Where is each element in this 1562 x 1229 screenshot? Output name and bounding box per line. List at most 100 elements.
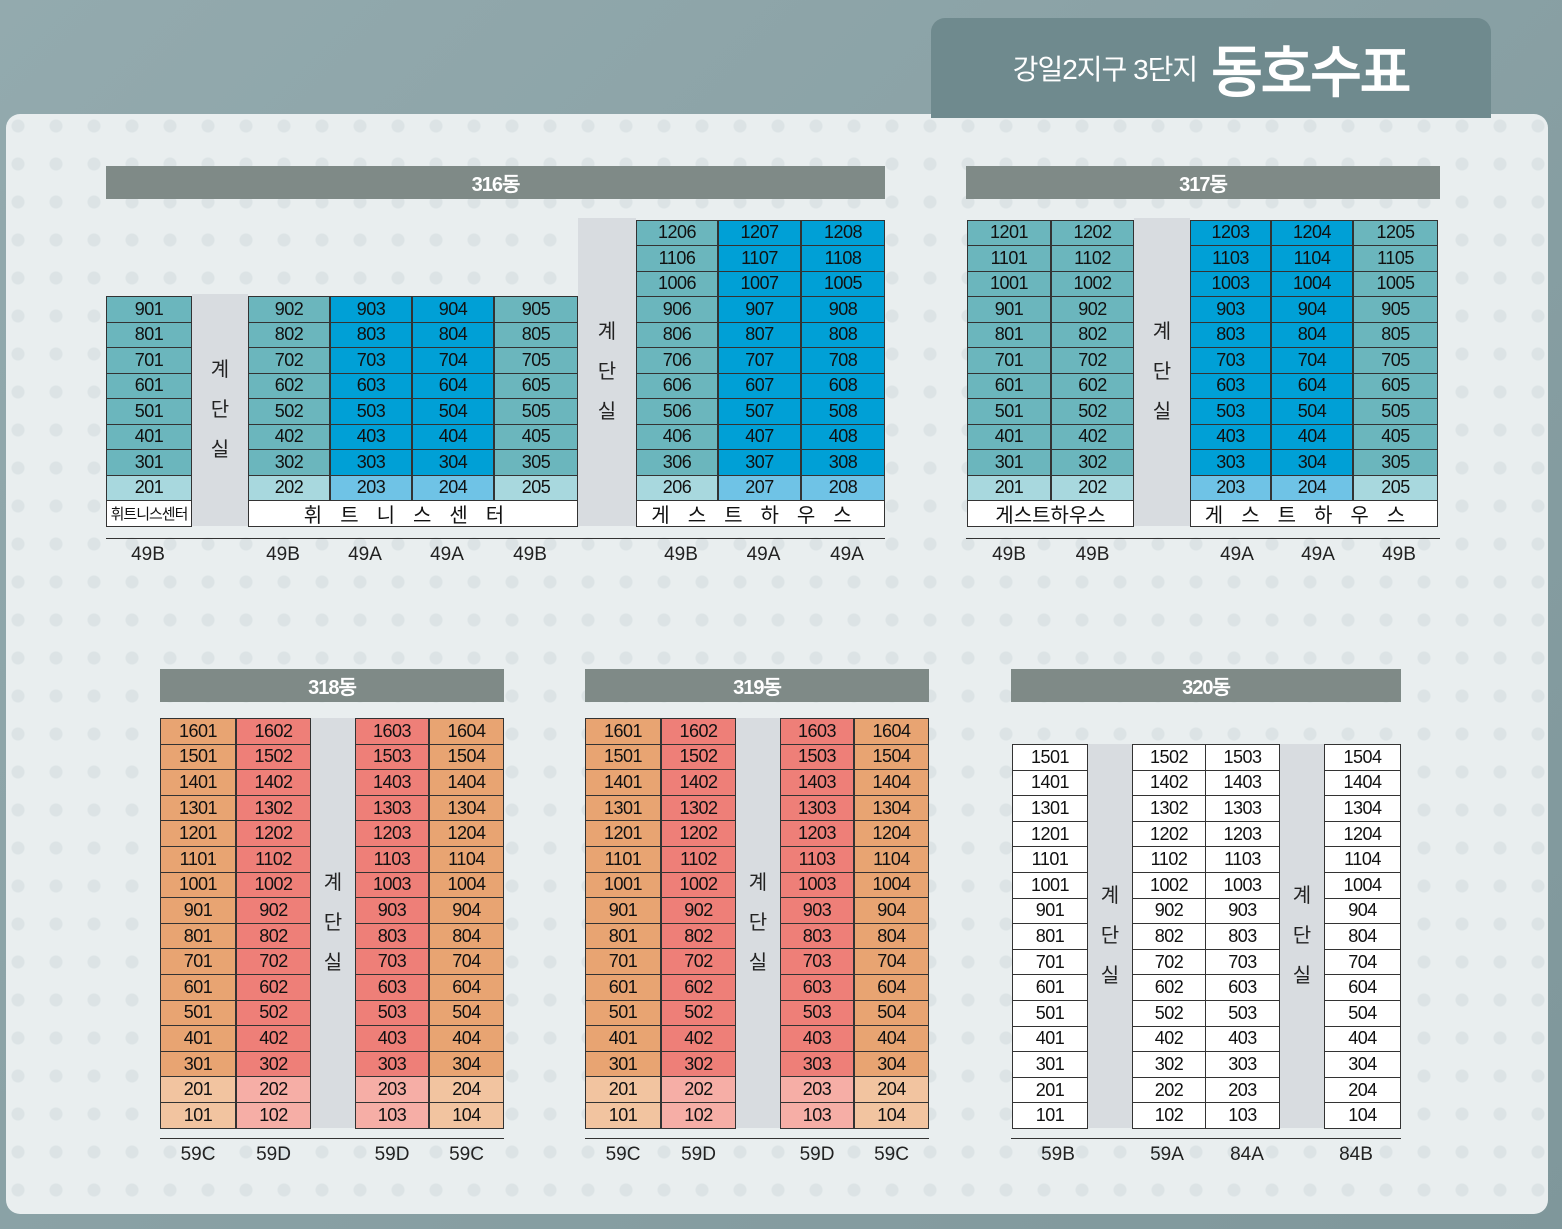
unit-cell: 1104	[1324, 846, 1401, 873]
unit-cell: 502	[248, 398, 330, 425]
unit-cell: 705	[1353, 347, 1438, 374]
unit-cell: 1401	[1012, 769, 1088, 797]
stairwell-label: 단	[748, 911, 768, 934]
unit-cell: 401	[967, 423, 1051, 450]
unit-cell: 902	[1132, 897, 1206, 925]
unit-cell: 1003	[1190, 270, 1271, 297]
unit-cell: 1402	[1132, 769, 1206, 797]
unit-cell: 1004	[1324, 872, 1401, 899]
unit-cell: 1203	[1205, 820, 1280, 848]
building-header: 320동	[1011, 669, 1401, 702]
unit-cell: 304	[854, 1050, 929, 1078]
unit-cell: 601	[1012, 974, 1088, 1001]
unit-cell: 901	[967, 296, 1051, 323]
building-header: 317동	[966, 166, 1440, 199]
unit-cell: 402	[1132, 1025, 1206, 1053]
unit-cell: 1204	[854, 820, 929, 847]
stairwell-label: 단	[323, 911, 343, 934]
unit-cell: 501	[1012, 1000, 1088, 1027]
unit-cell: 1601	[585, 718, 661, 745]
unit-cell: 602	[661, 974, 736, 1001]
building-header: 316동	[106, 166, 885, 199]
unit-type-label: 84B	[1339, 1144, 1373, 1165]
unit-cell: 203	[330, 474, 412, 501]
unit-type-label: 49A	[830, 544, 864, 565]
unit-cell: 403	[355, 1025, 429, 1052]
unit-cell: 104	[429, 1102, 504, 1129]
unit-cell: 1102	[1051, 245, 1134, 272]
unit-cell: 702	[248, 347, 330, 374]
unit-cell: 902	[1051, 296, 1134, 323]
unit-type-label: 49B	[1382, 544, 1416, 565]
unit-cell: 1201	[585, 820, 661, 847]
unit-cell: 405	[1353, 423, 1438, 450]
stairwell-label: 실	[323, 951, 343, 974]
facility-band: 게스트하우스	[1190, 500, 1438, 527]
unit-cell: 302	[1051, 449, 1134, 476]
unit-cell: 901	[1012, 897, 1088, 925]
unit-cell: 803	[1190, 321, 1271, 348]
unit-cell: 603	[780, 974, 854, 1001]
baseline	[585, 1138, 929, 1139]
unit-cell: 904	[1271, 296, 1353, 323]
unit-cell: 802	[661, 922, 736, 950]
unit-cell: 902	[236, 897, 311, 924]
unit-cell: 704	[854, 948, 929, 975]
unit-cell: 904	[854, 897, 929, 924]
unit-cell: 608	[801, 372, 885, 399]
unit-cell: 1304	[429, 794, 504, 822]
stairwell-label: 계	[748, 871, 768, 894]
unit-cell: 308	[801, 449, 885, 476]
unit-cell: 303	[780, 1050, 854, 1078]
unit-cell: 804	[1271, 321, 1353, 348]
unit-cell: 1103	[1205, 846, 1280, 873]
unit-cell: 1001	[585, 871, 661, 899]
unit-cell: 701	[585, 948, 661, 975]
unit-type-label: 49A	[746, 544, 781, 565]
unit-cell: 1202	[1051, 219, 1134, 246]
stairwell-label: 계	[1152, 321, 1172, 343]
unit-cell: 1404	[1324, 769, 1401, 797]
unit-cell: 202	[236, 1076, 311, 1103]
unit-cell: 1003	[1205, 872, 1280, 899]
unit-cell: 505	[1353, 398, 1438, 425]
unit-cell: 1102	[1132, 846, 1206, 873]
unit-type-label: 59C	[605, 1144, 641, 1165]
unit-type-label: 49B	[992, 544, 1026, 565]
baseline	[1011, 1138, 1401, 1139]
unit-cell: 607	[718, 372, 801, 399]
unit-cell: 101	[160, 1102, 236, 1129]
unit-cell: 405	[494, 423, 578, 450]
unit-cell: 808	[801, 321, 885, 348]
facility-band: 휘트니스센터	[106, 500, 192, 527]
stairwell-label: 단	[1292, 925, 1312, 947]
unit-cell: 401	[106, 423, 192, 450]
unit-cell: 604	[1271, 372, 1353, 399]
unit-cell: 1503	[1205, 744, 1280, 771]
unit-cell: 305	[494, 449, 578, 476]
unit-cell: 402	[661, 1025, 736, 1052]
unit-cell: 802	[248, 321, 330, 348]
unit-cell: 903	[355, 897, 429, 924]
unit-cell: 401	[585, 1025, 661, 1052]
unit-cell: 1502	[661, 743, 736, 771]
unit-cell: 501	[585, 999, 661, 1027]
unit-type-label: 49A	[430, 544, 464, 565]
unit-cell: 1103	[1190, 245, 1271, 272]
stairwell-label: 단	[1152, 361, 1172, 383]
unit-cell: 1003	[355, 871, 429, 899]
unit-cell: 201	[160, 1076, 236, 1103]
unit-cell: 1001	[1012, 872, 1088, 899]
unit-cell: 702	[661, 948, 736, 975]
unit-cell: 1603	[355, 718, 429, 745]
unit-cell: 402	[236, 1025, 311, 1052]
unit-type-label: 49B	[664, 544, 698, 565]
unit-cell: 501	[106, 398, 192, 425]
unit-cell: 1201	[1012, 820, 1088, 848]
baseline	[106, 538, 885, 539]
unit-cell: 508	[801, 398, 885, 425]
unit-cell: 404	[1271, 423, 1353, 450]
unit-cell: 906	[636, 296, 718, 323]
